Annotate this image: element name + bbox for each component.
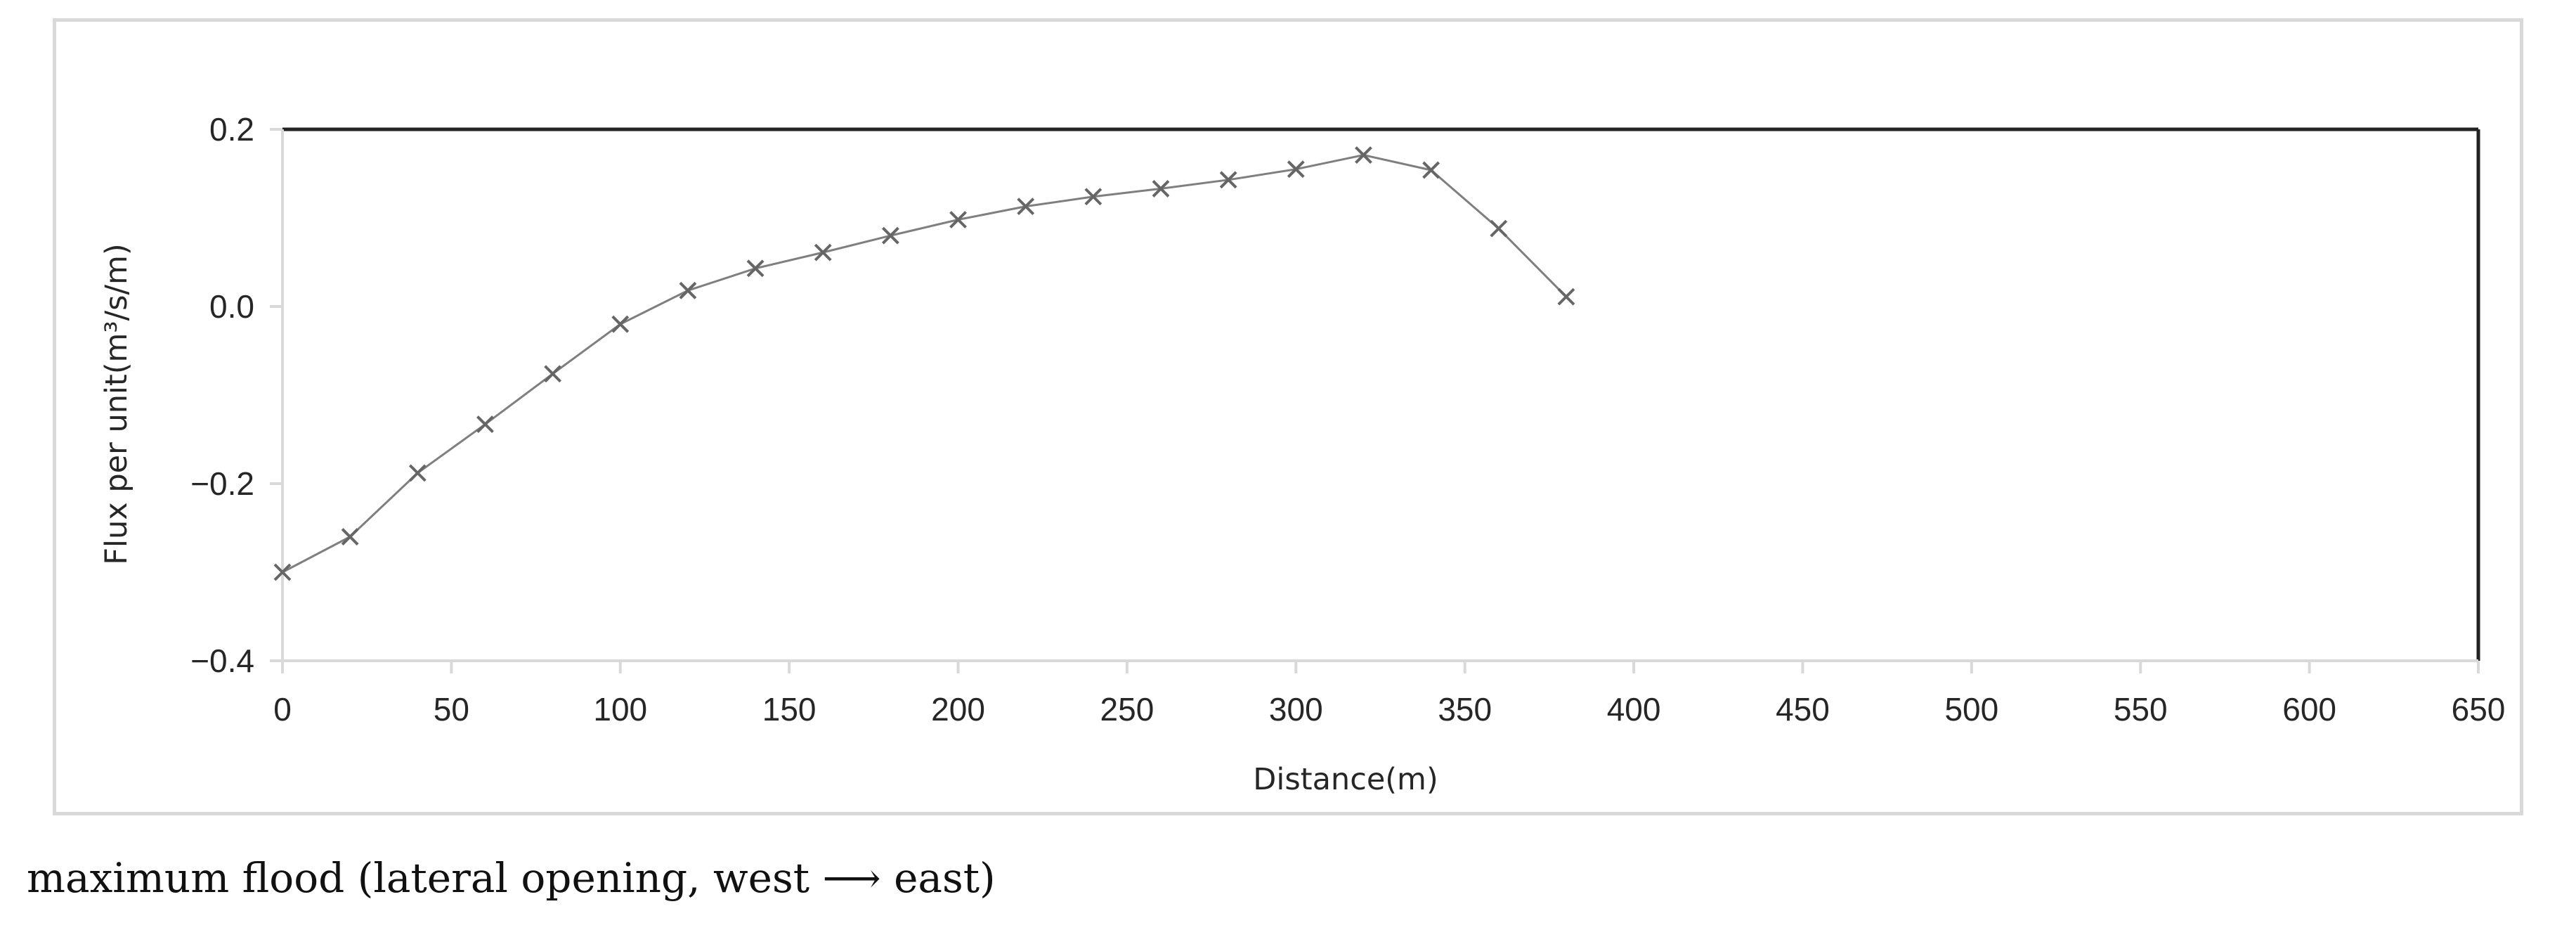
data-point-marker <box>1490 219 1508 238</box>
x-tick-label: 100 <box>593 691 647 728</box>
y-tick-label: −0.2 <box>190 465 254 502</box>
data-point-marker <box>1422 161 1440 179</box>
data-point-marker <box>746 259 765 278</box>
y-axis-title: Flux per unit(m³/s/m) <box>99 243 134 564</box>
data-point-marker <box>1152 180 1170 198</box>
x-tick-label: 0 <box>273 691 292 728</box>
data-point-marker <box>1355 146 1372 164</box>
x-tick-label: 200 <box>931 691 985 728</box>
x-tick-label: 400 <box>1607 691 1661 728</box>
data-point-marker <box>476 415 494 433</box>
data-point-marker <box>408 464 427 482</box>
data-point-marker <box>273 563 292 581</box>
data-point-marker <box>679 281 697 299</box>
data-point-marker <box>1557 288 1575 306</box>
plot-area: −0.4 −0.2 0.0 0.2 0 50 100 150 200 250 300 350 400 45… <box>190 111 2505 728</box>
y-tick-label: 0.2 <box>209 111 254 148</box>
x-tick-label: 500 <box>1944 691 1998 728</box>
x-tick-label: 450 <box>1776 691 1830 728</box>
y-tick-label: −0.4 <box>190 642 254 679</box>
data-point-marker <box>611 315 630 333</box>
x-tick-label: 300 <box>1269 691 1323 728</box>
x-tick-label: 50 <box>434 691 469 728</box>
x-tick-label: 150 <box>762 691 817 728</box>
data-point-marker <box>1287 160 1305 179</box>
data-point-marker <box>1017 198 1035 216</box>
series-line <box>282 154 1567 574</box>
figure-caption: maximum flood (lateral opening, west ⟶ e… <box>27 854 996 902</box>
data-point-marker <box>949 211 967 228</box>
x-tick-label: 550 <box>2114 691 2168 728</box>
x-tick-label: 350 <box>1438 691 1492 728</box>
x-axis-title: Distance(m) <box>1253 762 1438 797</box>
data-point-marker <box>814 243 832 261</box>
data-point-marker <box>341 528 359 546</box>
data-point-marker <box>881 226 899 245</box>
data-point-marker <box>1084 188 1102 206</box>
data-point-marker <box>544 365 562 383</box>
x-tick-label: 250 <box>1100 691 1154 728</box>
x-tick-label: 650 <box>2452 691 2506 728</box>
data-point-marker <box>1219 171 1237 189</box>
y-tick-label: 0.0 <box>209 288 254 325</box>
chart-frame <box>53 18 2523 815</box>
x-tick-label: 600 <box>2282 691 2336 728</box>
